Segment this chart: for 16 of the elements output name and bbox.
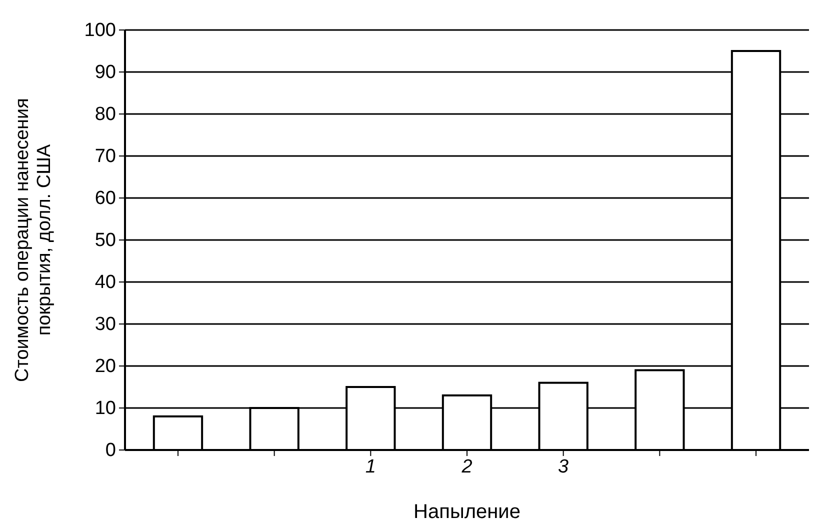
y-tick-label: 30	[94, 314, 116, 336]
y-tick-label: 0	[105, 440, 116, 462]
y-tick-label: 100	[84, 20, 116, 42]
x-tick-label: 1	[365, 456, 376, 478]
y-tick-label: 10	[94, 398, 116, 420]
x-axis-title: Напыление	[414, 501, 520, 523]
x-tick-label: 2	[460, 456, 473, 478]
y-tick-label: 40	[94, 272, 116, 294]
y-tick-label: 90	[94, 62, 116, 84]
y-tick-label: 20	[94, 356, 116, 378]
y-axis-title: Стоимость операции нанесения покрытия, долл. США	[12, 98, 55, 382]
x-tick-label: 3	[558, 456, 570, 478]
y-tick-label: 70	[94, 146, 116, 168]
y-tick-label: 80	[94, 104, 116, 126]
y-tick-label: 60	[94, 188, 116, 210]
y-tick-label: 50	[94, 230, 116, 252]
